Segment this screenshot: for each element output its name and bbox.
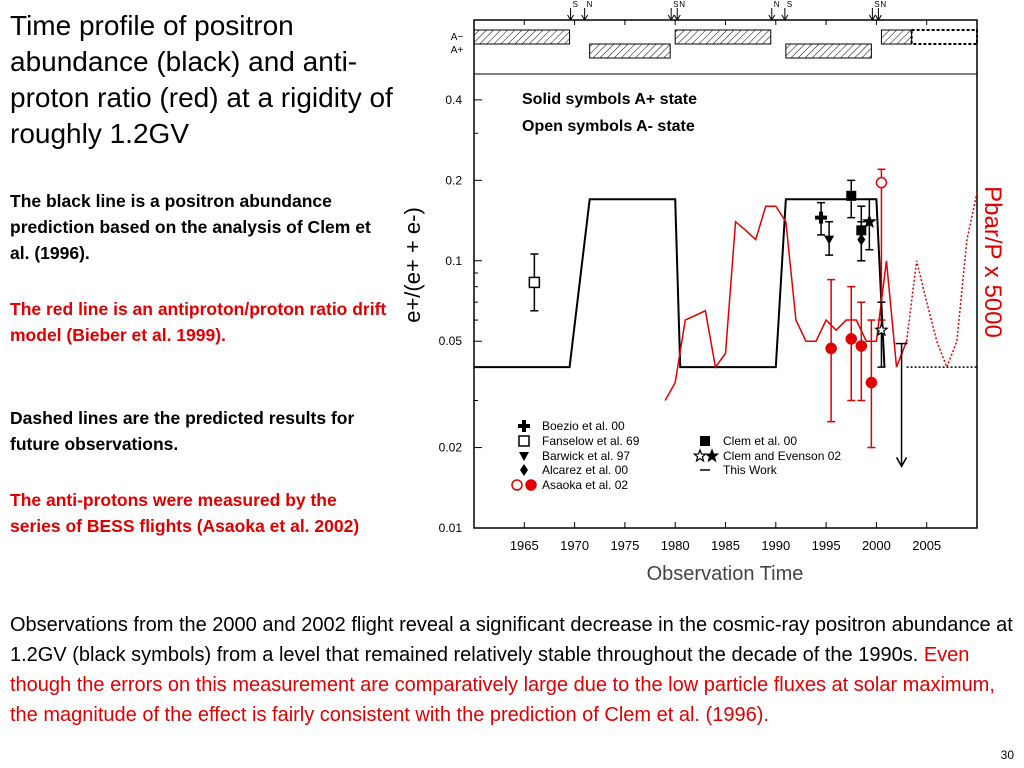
legend-label-alcarez-et-al-00: Alcarez et al. 00 (542, 463, 628, 477)
y-tick-label: 0.2 (445, 173, 462, 187)
reversal-label: N (587, 0, 593, 9)
legend-symbol-fanselow-et-al-69 (518, 435, 530, 447)
polarity-bar-predicted (910, 29, 978, 45)
reversal-arrow-head (781, 14, 789, 21)
x-tick-label: 1975 (610, 538, 639, 553)
reversal-arrow-head (581, 14, 589, 21)
polarity-bar-0 (473, 29, 571, 45)
legend-label-this-work: This Work (723, 463, 778, 477)
paragraph-antiproton-model: The red line is an antiproton/proton rat… (10, 299, 387, 345)
x-tick-label: 1985 (711, 538, 740, 553)
reversal-arrow-head (673, 14, 681, 21)
reversal-arrow-head (868, 14, 876, 21)
polarity-bar-3 (785, 43, 872, 59)
point-clem-and-evenson-02 (862, 213, 877, 229)
upper-limit-arrow (895, 457, 908, 468)
point-asaoka-et-al-02 (865, 376, 878, 389)
x-tick-label: 1995 (812, 538, 841, 553)
reversal-label: N (774, 0, 780, 9)
reversal-label: S (673, 0, 678, 9)
x-tick-label: 1990 (761, 538, 790, 553)
legend-label-clem-and-evenson-02: Clem and Evenson 02 (723, 449, 841, 463)
legend-label-boezio-et-al-00: Boezio et al. 00 (542, 419, 625, 433)
reversal-label: S (573, 0, 578, 9)
reversal-label: S (874, 0, 879, 9)
reversal-label: S (787, 0, 792, 9)
paragraph-bess-flights: The anti-protons were measured by the se… (10, 490, 360, 536)
x-tick-label: 1980 (661, 538, 690, 553)
legend-symbol-clem-and-evenson-02 (704, 448, 720, 463)
legend-symbol-clem-et-al-00 (700, 436, 710, 446)
annotation-line2: Open symbols A- state (522, 118, 695, 135)
legend-symbol-barwick-et-al-97 (519, 452, 529, 461)
legend-symbol-asaoka-et-al-02 (525, 479, 537, 491)
y-axis-label-left: e+/(e+ + e-) (400, 207, 425, 323)
reversal-arrow-head (667, 14, 675, 21)
x-tick-label: 2005 (912, 538, 941, 553)
point-fanselow-et-al-69 (528, 276, 541, 289)
reversal-arrow-head (567, 14, 575, 21)
bottom-text-red: Even though the errors on this measureme… (10, 644, 995, 726)
y-tick-label: 0.05 (439, 334, 463, 348)
y-tick-label: 0.02 (439, 441, 463, 455)
y-axis-label-right: Pbar/P x 5000 (979, 186, 1006, 338)
slide-title: Time profile of positron abundance (blac… (10, 10, 393, 149)
point-boezio-et-al-00 (815, 211, 828, 224)
legend-label-asaoka-et-al-02: Asaoka et al. 02 (542, 478, 628, 492)
legend-label-fanselow-et-al-69: Fanselow et al. 69 (542, 434, 640, 448)
legend-symbol-alcarez-et-al-00 (520, 464, 528, 476)
reversal-arrow-head (874, 14, 882, 21)
point-asaoka-et-al-02 (845, 333, 857, 345)
bottom-paragraph: Observations from the 2000 and 2002 flig… (10, 610, 1015, 730)
polarity-label-a-minus: A− (451, 32, 464, 43)
point-asaoka-et-al-02 (825, 342, 837, 355)
y-tick-label: 0.01 (439, 521, 463, 535)
page-number: 30 (1000, 748, 1014, 762)
point-clem-et-al-00 (846, 190, 857, 201)
reversal-arrow-head (768, 14, 776, 21)
reversal-label: N (880, 0, 886, 9)
legend-symbol-boezio-et-al-00 (518, 420, 530, 432)
legend-label-barwick-et-al-97: Barwick et al. 97 (542, 449, 630, 463)
polarity-bar-4 (880, 29, 913, 45)
point-asaoka-et-al-02 (875, 176, 888, 189)
x-tick-label: 1965 (510, 538, 539, 553)
legend-label-clem-et-al-00: Clem et al. 00 (723, 434, 797, 448)
point-clem-et-al-00 (856, 225, 867, 236)
point-asaoka-et-al-02 (855, 340, 868, 352)
point-barwick-et-al-97 (824, 235, 835, 245)
polarity-label-a-plus: A+ (451, 45, 464, 56)
point-clem-and-evenson-02 (874, 322, 889, 337)
paragraph-positron-model: The black line is a positron abundance p… (10, 191, 371, 263)
y-tick-label: 0.4 (445, 93, 462, 107)
x-tick-label: 2000 (862, 538, 891, 553)
bottom-text-black: Observations from the 2000 and 2002 flig… (10, 614, 1013, 666)
y-tick-label: 0.1 (445, 254, 462, 268)
annotation-line1: Solid symbols A+ state (522, 91, 697, 108)
polarity-bar-2 (674, 29, 772, 45)
model-red-line (664, 205, 908, 401)
reversal-label: N (679, 0, 685, 9)
x-tick-label: 1970 (560, 538, 589, 553)
polarity-bar-1 (589, 43, 671, 59)
x-axis-label: Observation Time (647, 563, 804, 585)
model-red-predicted (905, 192, 978, 370)
paragraph-dashed-lines: Dashed lines are the predicted results f… (10, 408, 355, 454)
model-black-line (474, 198, 886, 369)
legend-symbol-clem-and-evenson-02 (692, 448, 708, 463)
legend-symbol-asaoka-et-al-02 (511, 479, 523, 491)
